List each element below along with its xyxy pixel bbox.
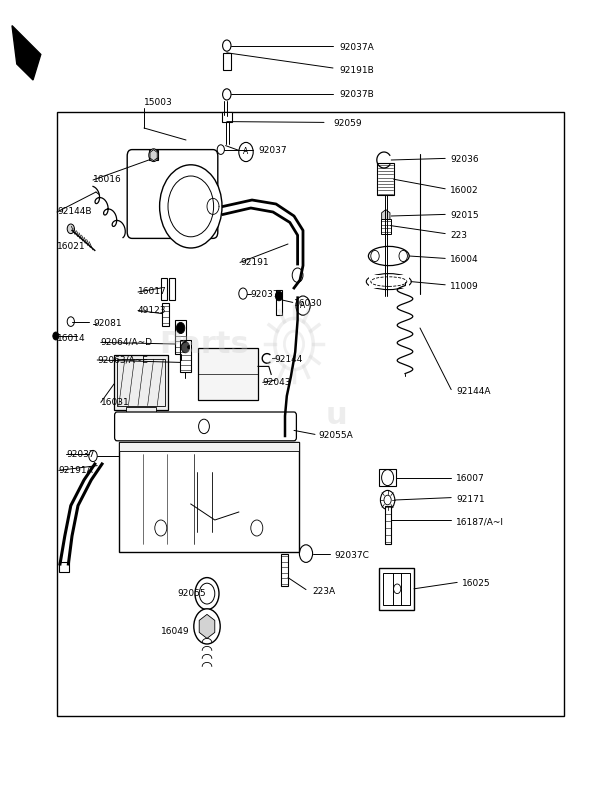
Bar	[169, 278, 175, 300]
Circle shape	[53, 332, 59, 340]
Bar	[276, 290, 282, 315]
Text: 92036: 92036	[450, 155, 479, 165]
Text: 92144: 92144	[275, 355, 303, 365]
Text: 49123: 49123	[138, 306, 167, 315]
Bar	[383, 573, 410, 605]
Text: 16030: 16030	[294, 299, 323, 309]
Text: 16007: 16007	[456, 474, 485, 483]
Text: 92037: 92037	[258, 146, 287, 155]
Circle shape	[149, 149, 158, 162]
Ellipse shape	[368, 246, 409, 266]
Bar	[162, 303, 169, 326]
Text: 16014: 16014	[57, 334, 86, 343]
Text: 92171: 92171	[456, 494, 485, 504]
Circle shape	[194, 609, 220, 644]
Bar	[379, 469, 396, 486]
Text: 15003: 15003	[144, 98, 173, 107]
Bar	[281, 554, 288, 586]
Bar	[161, 278, 167, 300]
Text: 223A: 223A	[312, 587, 335, 597]
Text: 16187/A~I: 16187/A~I	[456, 517, 504, 526]
Bar	[379, 568, 414, 610]
Text: 92063/A~E: 92063/A~E	[97, 355, 148, 365]
Text: Parts: Parts	[159, 330, 249, 358]
FancyBboxPatch shape	[115, 412, 296, 441]
Text: 92055: 92055	[177, 589, 206, 598]
Text: 16031: 16031	[101, 398, 130, 407]
Bar	[119, 442, 299, 552]
Text: 92055A: 92055A	[318, 431, 353, 441]
Text: 223: 223	[450, 230, 467, 240]
Text: 16017: 16017	[138, 287, 167, 297]
Text: 16049: 16049	[161, 627, 190, 637]
Circle shape	[275, 291, 283, 301]
Circle shape	[160, 165, 222, 248]
Circle shape	[181, 342, 190, 353]
Bar	[175, 320, 186, 354]
Text: u: u	[325, 402, 347, 430]
Bar	[57, 112, 564, 716]
Bar	[222, 112, 232, 122]
Polygon shape	[12, 26, 41, 80]
Bar	[119, 442, 299, 451]
Text: 16016: 16016	[93, 175, 122, 185]
Polygon shape	[150, 150, 157, 161]
Text: 92144A: 92144A	[456, 387, 491, 397]
Bar	[223, 53, 231, 70]
Text: 16004: 16004	[450, 255, 479, 265]
Text: 11009: 11009	[450, 282, 479, 291]
Text: 92037C: 92037C	[335, 551, 370, 561]
Bar	[377, 163, 394, 195]
Bar	[126, 407, 156, 414]
Text: 92043: 92043	[263, 378, 292, 387]
Text: 92064/A~D: 92064/A~D	[101, 338, 153, 347]
Text: 92037B: 92037B	[339, 90, 374, 99]
Bar	[381, 219, 391, 234]
Bar	[385, 506, 391, 544]
Text: 92015: 92015	[450, 211, 479, 221]
Text: 92037A: 92037A	[339, 43, 374, 53]
Bar	[369, 275, 409, 288]
Bar	[180, 340, 191, 372]
Circle shape	[176, 322, 185, 334]
Text: 16021: 16021	[57, 242, 86, 251]
Text: 92081: 92081	[93, 319, 122, 329]
Polygon shape	[382, 210, 390, 222]
FancyBboxPatch shape	[127, 150, 218, 238]
Text: 92037: 92037	[66, 450, 95, 459]
Text: A: A	[244, 147, 248, 157]
Polygon shape	[199, 614, 215, 638]
Bar	[149, 150, 158, 160]
Bar	[114, 355, 168, 410]
Bar	[198, 348, 258, 400]
Text: 92037: 92037	[251, 290, 280, 299]
Text: 92191B: 92191B	[339, 66, 374, 75]
Text: 92144B: 92144B	[57, 207, 91, 217]
Text: A: A	[301, 301, 305, 310]
Bar	[59, 562, 69, 572]
Circle shape	[67, 224, 74, 234]
Text: 92191: 92191	[240, 258, 269, 267]
Text: 16002: 16002	[450, 186, 479, 195]
Text: 92191A: 92191A	[59, 466, 94, 475]
Text: 92059: 92059	[333, 119, 362, 129]
Text: 16025: 16025	[462, 579, 491, 589]
Bar	[117, 359, 165, 406]
